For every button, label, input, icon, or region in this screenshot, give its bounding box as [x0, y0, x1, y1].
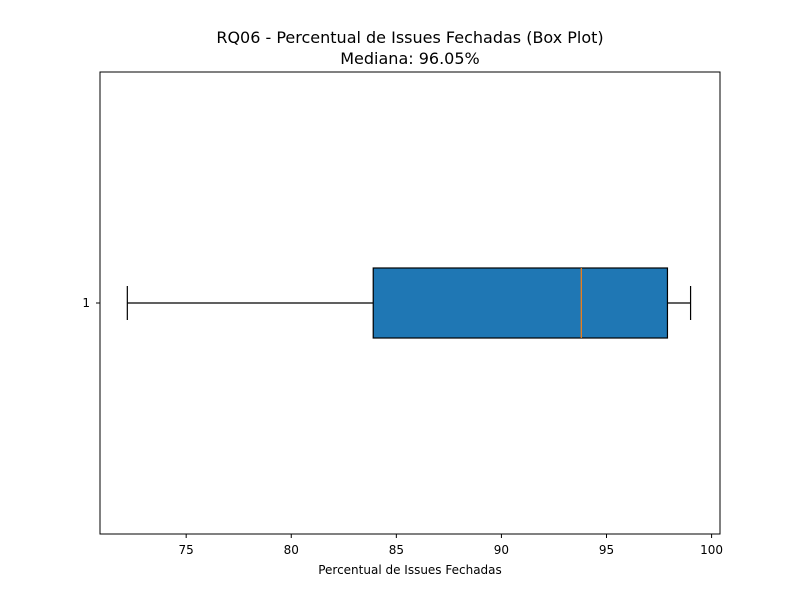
iqr-box [372, 267, 669, 339]
chart-title: RQ06 - Percentual de Issues Fechadas (Bo… [216, 28, 603, 47]
y-tick-label: 1 [82, 296, 90, 310]
x-tick-label: 75 [179, 543, 194, 557]
x-tick-label: 100 [700, 543, 723, 557]
box-plot-boxes [126, 267, 692, 339]
x-axis-ticks: 75 80 85 90 95 100 [179, 534, 723, 557]
x-axis-label: Percentual de Issues Fechadas [318, 563, 502, 577]
y-axis-ticks: 1 [82, 296, 100, 310]
chart-subtitle: Mediana: 96.05% [340, 49, 479, 68]
x-tick-label: 95 [599, 543, 614, 557]
x-tick-label: 90 [494, 543, 509, 557]
x-tick-label: 80 [284, 543, 299, 557]
x-tick-label: 85 [389, 543, 404, 557]
